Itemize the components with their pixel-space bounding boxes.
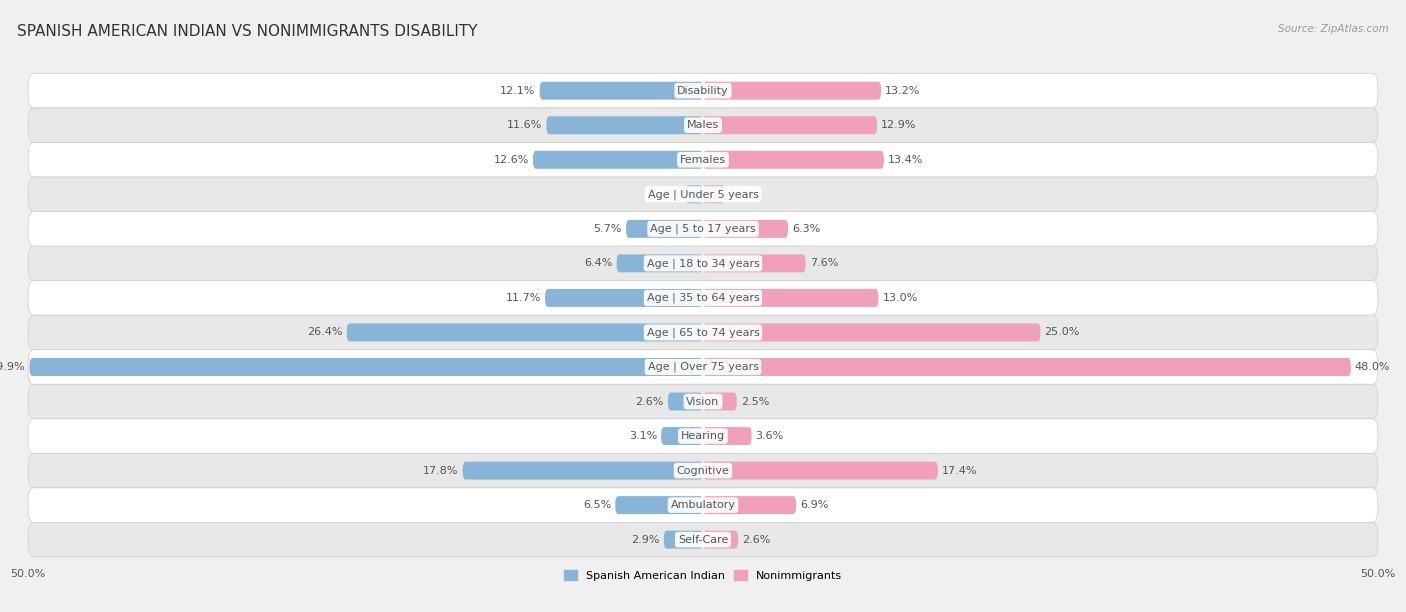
FancyBboxPatch shape	[28, 108, 1378, 143]
Text: 49.9%: 49.9%	[0, 362, 25, 372]
Text: Age | 5 to 17 years: Age | 5 to 17 years	[650, 223, 756, 234]
FancyBboxPatch shape	[703, 116, 877, 134]
FancyBboxPatch shape	[703, 358, 1351, 376]
FancyBboxPatch shape	[28, 488, 1378, 523]
FancyBboxPatch shape	[546, 289, 703, 307]
FancyBboxPatch shape	[347, 324, 703, 341]
FancyBboxPatch shape	[30, 358, 703, 376]
Text: 2.5%: 2.5%	[741, 397, 769, 406]
Text: 17.8%: 17.8%	[423, 466, 458, 476]
Text: Cognitive: Cognitive	[676, 466, 730, 476]
FancyBboxPatch shape	[28, 246, 1378, 281]
FancyBboxPatch shape	[664, 531, 703, 548]
FancyBboxPatch shape	[703, 461, 938, 480]
FancyBboxPatch shape	[547, 116, 703, 134]
Text: 1.3%: 1.3%	[654, 189, 682, 200]
FancyBboxPatch shape	[28, 384, 1378, 419]
Text: 6.5%: 6.5%	[583, 500, 612, 510]
Text: 48.0%: 48.0%	[1355, 362, 1391, 372]
Text: 11.6%: 11.6%	[508, 120, 543, 130]
Text: 2.9%: 2.9%	[631, 535, 659, 545]
Text: 6.9%: 6.9%	[800, 500, 828, 510]
Text: 17.4%: 17.4%	[942, 466, 977, 476]
Text: 2.6%: 2.6%	[742, 535, 770, 545]
FancyBboxPatch shape	[686, 185, 703, 203]
FancyBboxPatch shape	[617, 255, 703, 272]
Text: 12.6%: 12.6%	[494, 155, 529, 165]
Text: Females: Females	[681, 155, 725, 165]
FancyBboxPatch shape	[28, 315, 1378, 349]
FancyBboxPatch shape	[703, 289, 879, 307]
FancyBboxPatch shape	[661, 427, 703, 445]
Text: Age | 18 to 34 years: Age | 18 to 34 years	[647, 258, 759, 269]
FancyBboxPatch shape	[703, 255, 806, 272]
FancyBboxPatch shape	[626, 220, 703, 238]
FancyBboxPatch shape	[703, 324, 1040, 341]
Text: Males: Males	[688, 120, 718, 130]
FancyBboxPatch shape	[28, 419, 1378, 453]
Text: 3.1%: 3.1%	[628, 431, 657, 441]
FancyBboxPatch shape	[28, 523, 1378, 557]
FancyBboxPatch shape	[616, 496, 703, 514]
Text: 3.6%: 3.6%	[755, 431, 785, 441]
FancyBboxPatch shape	[703, 531, 738, 548]
Text: 12.1%: 12.1%	[501, 86, 536, 95]
Text: 2.6%: 2.6%	[636, 397, 664, 406]
Text: Age | 65 to 74 years: Age | 65 to 74 years	[647, 327, 759, 338]
Text: 26.4%: 26.4%	[307, 327, 343, 337]
Text: 6.4%: 6.4%	[583, 258, 613, 269]
FancyBboxPatch shape	[703, 185, 724, 203]
Text: 1.6%: 1.6%	[728, 189, 756, 200]
FancyBboxPatch shape	[703, 392, 737, 411]
FancyBboxPatch shape	[703, 151, 884, 169]
FancyBboxPatch shape	[533, 151, 703, 169]
Text: Disability: Disability	[678, 86, 728, 95]
FancyBboxPatch shape	[28, 453, 1378, 488]
Text: 7.6%: 7.6%	[810, 258, 838, 269]
FancyBboxPatch shape	[703, 496, 796, 514]
Text: Hearing: Hearing	[681, 431, 725, 441]
FancyBboxPatch shape	[28, 177, 1378, 212]
FancyBboxPatch shape	[28, 212, 1378, 246]
Legend: Spanish American Indian, Nonimmigrants: Spanish American Indian, Nonimmigrants	[560, 566, 846, 585]
Text: Age | 35 to 64 years: Age | 35 to 64 years	[647, 293, 759, 303]
Text: Self-Care: Self-Care	[678, 535, 728, 545]
Text: 13.2%: 13.2%	[886, 86, 921, 95]
FancyBboxPatch shape	[703, 427, 752, 445]
Text: 12.9%: 12.9%	[882, 120, 917, 130]
FancyBboxPatch shape	[703, 82, 882, 100]
Text: 13.0%: 13.0%	[883, 293, 918, 303]
Text: SPANISH AMERICAN INDIAN VS NONIMMIGRANTS DISABILITY: SPANISH AMERICAN INDIAN VS NONIMMIGRANTS…	[17, 24, 478, 40]
FancyBboxPatch shape	[540, 82, 703, 100]
FancyBboxPatch shape	[703, 220, 787, 238]
Text: Source: ZipAtlas.com: Source: ZipAtlas.com	[1278, 24, 1389, 34]
FancyBboxPatch shape	[28, 73, 1378, 108]
Text: 11.7%: 11.7%	[506, 293, 541, 303]
FancyBboxPatch shape	[28, 143, 1378, 177]
FancyBboxPatch shape	[668, 392, 703, 411]
Text: 25.0%: 25.0%	[1045, 327, 1080, 337]
FancyBboxPatch shape	[28, 349, 1378, 384]
FancyBboxPatch shape	[463, 461, 703, 480]
Text: Age | Over 75 years: Age | Over 75 years	[648, 362, 758, 372]
Text: 13.4%: 13.4%	[889, 155, 924, 165]
FancyBboxPatch shape	[28, 281, 1378, 315]
Text: Age | Under 5 years: Age | Under 5 years	[648, 189, 758, 200]
Text: 6.3%: 6.3%	[792, 224, 820, 234]
Text: 5.7%: 5.7%	[593, 224, 621, 234]
Text: Ambulatory: Ambulatory	[671, 500, 735, 510]
Text: Vision: Vision	[686, 397, 720, 406]
